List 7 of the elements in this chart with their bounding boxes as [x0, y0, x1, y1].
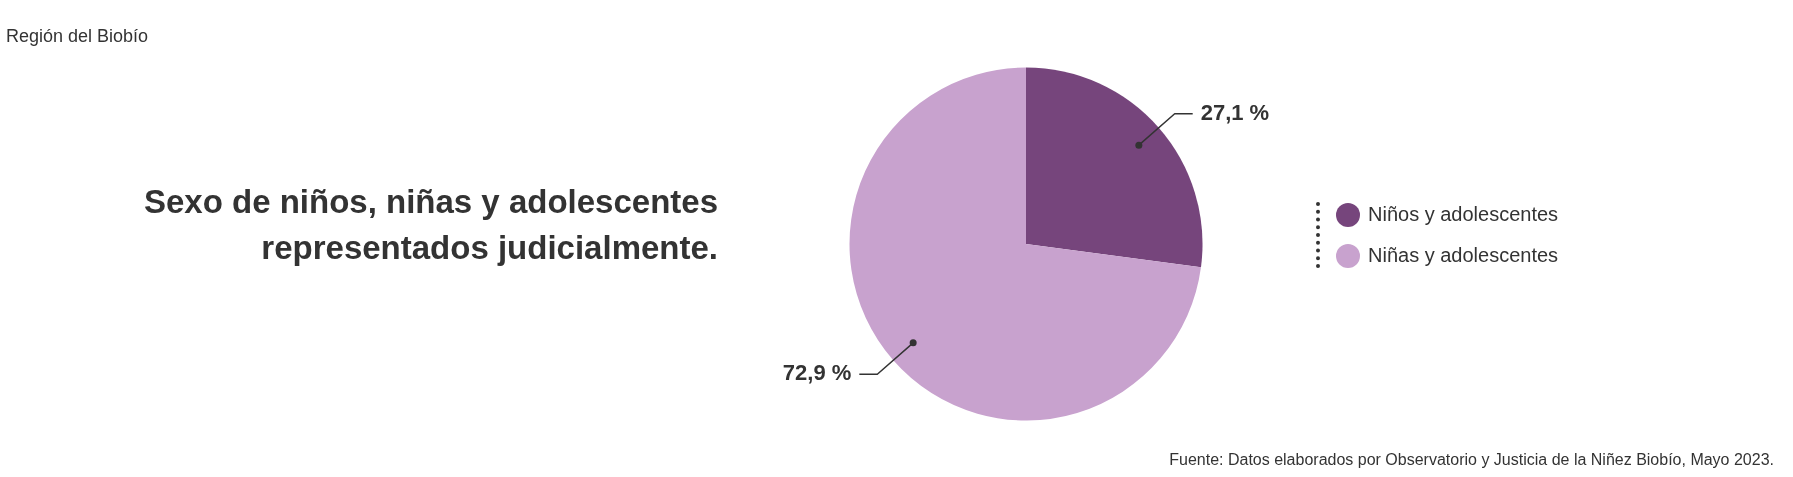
data-label: 27,1 %	[1200, 99, 1270, 125]
text: Región del Biobío	[6, 25, 149, 47]
data-label: 72,9 %	[782, 360, 852, 386]
source-note: Fuente: Datos elaborados por Observatorio y Justicia de la Niñez Biobío, Mayo 2023.	[1169, 450, 1774, 470]
legend-label: Niñas y adolescentes	[1368, 244, 1559, 267]
text: Sexo de niños, niñas y adolescentes representados judicialmente.	[142, 182, 718, 268]
legend-label: Niños y adolescentes	[1368, 203, 1559, 226]
